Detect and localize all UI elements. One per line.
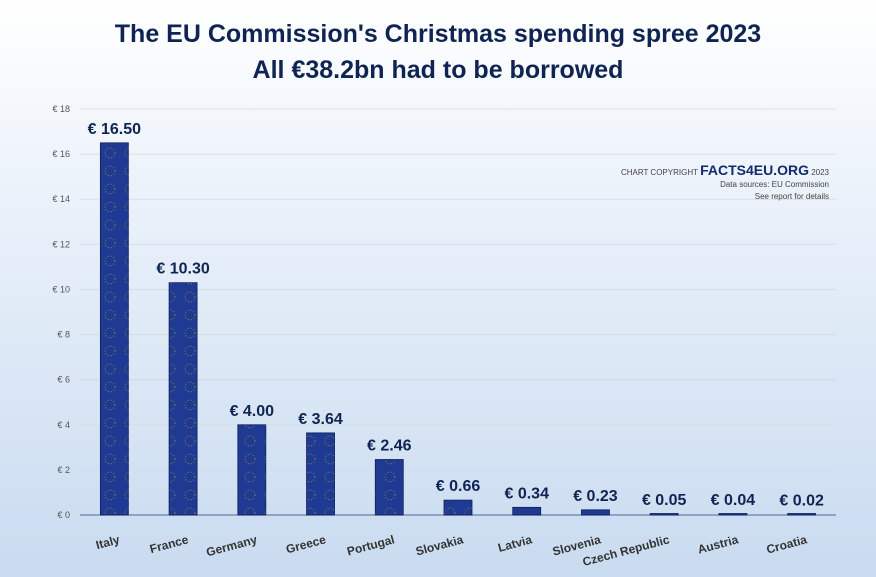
x-tick-label: Austria [696,532,740,556]
bar-star-pattern [444,500,472,515]
bar-star-pattern [100,142,129,516]
x-tick-label: Latvia [496,532,533,555]
y-tick-label: € 6 [57,375,70,385]
data-label: € 0.23 [573,488,618,505]
x-tick-label: Slovakia [414,532,465,558]
x-tick-label: France [148,532,190,556]
data-label: € 0.04 [711,492,756,509]
y-tick-label: € 8 [57,330,70,340]
bar [649,513,679,516]
bar-star-pattern [306,432,335,515]
data-label: € 0.05 [642,492,687,509]
y-tick-label: € 4 [57,420,70,430]
y-tick-label: € 12 [52,239,70,249]
copyright-prefix: CHART COPYRIGHT [620,168,701,177]
bar [787,513,817,516]
data-label: € 16.50 [88,121,141,138]
x-tick-label: Germany [205,532,259,559]
bar [718,513,748,516]
y-tick-label: € 10 [52,284,70,294]
copyright-brand: FACTS4EU.ORG [700,162,809,178]
copyright-note: CHART COPYRIGHT FACTS4EU.ORG 2023 Data s… [620,162,829,203]
x-tick-label: Croatia [765,532,809,556]
y-tick-label: € 18 [52,104,70,114]
bar [512,506,542,516]
bar-star-pattern [169,282,198,515]
bar-star-pattern [375,459,404,515]
x-tick-label: Italy [94,532,121,552]
chart-subtitle: All €38.2bn had to be borrowed [252,56,624,84]
data-label: € 10.30 [156,261,209,278]
y-tick-label: € 14 [52,194,70,204]
data-source: Data sources: EU Commission [720,180,829,189]
data-label: € 3.64 [298,411,343,428]
copyright-year: 2023 [808,168,829,177]
copyright-line: CHART COPYRIGHT FACTS4EU.ORG 2023 [620,162,829,179]
data-label: € 4.00 [230,403,275,420]
report-note: See report for details [754,192,829,201]
bar [581,509,610,516]
y-tick-label: € 16 [52,149,70,159]
x-tick-label: Portugal [345,532,396,558]
data-label: € 2.46 [367,438,412,455]
chart-title: The EU Commission's Christmas spending s… [114,20,762,48]
y-tick-label: € 0 [57,510,70,520]
data-label: € 0.34 [504,485,549,502]
y-tick-label: € 2 [57,465,70,475]
data-label: € 0.66 [436,478,481,495]
bar-star-pattern [237,424,266,515]
x-tick-label: Greece [284,532,327,556]
data-label: € 0.02 [779,493,824,510]
